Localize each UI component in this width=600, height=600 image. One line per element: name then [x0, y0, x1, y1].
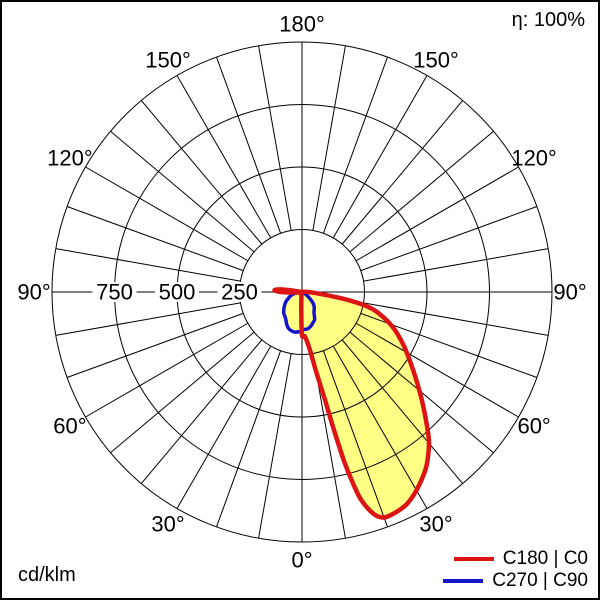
angle-label: 180°: [279, 12, 325, 37]
grid-spoke: [360, 206, 538, 272]
radial-tick-bg: [92, 282, 137, 302]
angle-label: 120°: [511, 146, 557, 171]
grid-spoke: [332, 75, 428, 239]
grid-spoke: [216, 350, 282, 528]
grid-spoke: [349, 130, 494, 253]
radial-tick-bg: [155, 282, 199, 302]
grid-spoke: [85, 322, 249, 418]
angle-label: 150°: [145, 47, 191, 72]
grid-spoke: [140, 100, 263, 245]
curve-c270-c90: [281, 290, 317, 334]
angle-label: 120°: [47, 146, 93, 171]
grid-spoke: [332, 345, 428, 509]
grid-spoke: [322, 56, 388, 234]
legend: C180 | C0 C270 | C90: [443, 549, 588, 590]
efficiency-label: η: 100%: [511, 9, 585, 31]
grid-spoke: [66, 312, 244, 378]
angle-label: 60°: [53, 414, 86, 439]
angle-label: 0°: [291, 548, 312, 573]
legend-blue-line-icon: [443, 578, 484, 583]
grid-spoke: [110, 130, 255, 253]
grid-spoke: [322, 350, 388, 528]
legend-red-line-icon: [453, 556, 494, 561]
legend-item-c180-c0: C180 | C0: [453, 548, 588, 569]
grid-spoke: [176, 75, 272, 239]
radial-tick-label: 750: [96, 280, 133, 305]
grid-spoke: [140, 339, 263, 484]
grid-spoke: [66, 206, 244, 272]
grid-spoke: [312, 45, 346, 231]
grid-spoke: [355, 166, 519, 262]
grid-spoke: [85, 166, 249, 262]
legend-label-c270-c90: C270 | C90: [492, 570, 588, 591]
radial-tick-bg: [217, 282, 262, 302]
grid-spoke: [341, 339, 464, 484]
unit-label: cd/klm: [18, 564, 76, 586]
angle-label: 90°: [17, 280, 50, 305]
angle-label: 90°: [553, 280, 586, 305]
grid-spoke: [363, 248, 549, 282]
radial-tick-label: 250: [221, 280, 258, 305]
angle-label: 60°: [517, 414, 550, 439]
radial-tick-label: 500: [159, 280, 196, 305]
legend-label-c180-c0: C180 | C0: [502, 548, 588, 569]
grid-spoke: [110, 331, 255, 454]
grid-spoke: [355, 322, 519, 418]
grid-spoke: [55, 248, 241, 282]
grid-spoke: [258, 45, 292, 231]
curve-c180-c0: [272, 287, 432, 520]
legend-item-c270-c90: C270 | C90: [443, 571, 588, 590]
grid-spoke: [363, 302, 549, 336]
curve-fill-c180-c0: [274, 289, 429, 518]
angle-label: 30°: [419, 512, 452, 537]
grid-spoke: [341, 100, 464, 245]
angle-label: 150°: [413, 47, 459, 72]
grid-spoke: [216, 56, 282, 234]
angle-label: 30°: [151, 512, 184, 537]
grid-spoke: [55, 302, 241, 336]
grid-spoke: [176, 345, 272, 509]
grid-spoke: [258, 353, 292, 539]
